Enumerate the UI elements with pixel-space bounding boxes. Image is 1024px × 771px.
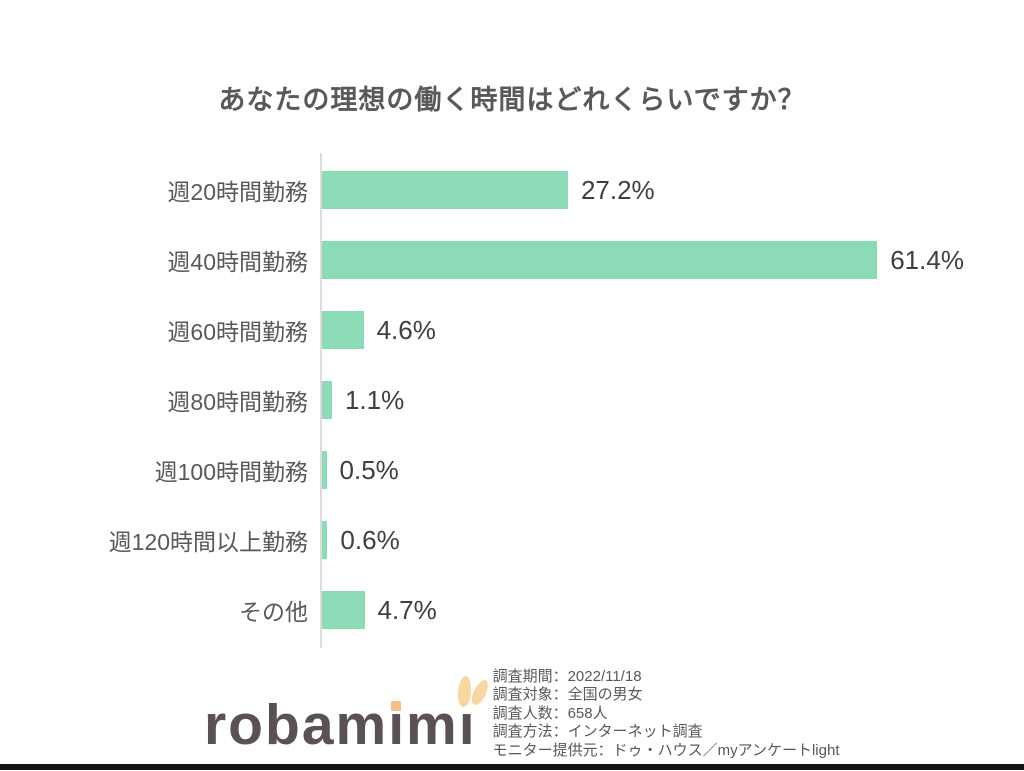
bar-area: 61.4% — [322, 241, 964, 279]
chart-row: 週60時間勤務 4.6% — [0, 295, 1024, 365]
chart-rows: 週20時間勤務 27.2% 週40時間勤務 61.4% 週60時間勤務 4.6% 週80時間… — [0, 155, 1024, 645]
category-label: その他 — [239, 599, 308, 625]
chart-row: 週80時間勤務 1.1% — [0, 365, 1024, 435]
robamimi-logo: robamımı — [204, 663, 477, 754]
logo-i-orange-dot-icon: ı — [388, 693, 407, 757]
category-label: 週100時間勤務 — [154, 459, 308, 485]
survey-info: 調査期間：2022/11/18 調査対象：全国の男女 調査人数：658人 調査方法：イ… — [493, 663, 840, 760]
chart-row: その他 4.7% — [0, 575, 1024, 645]
category-label: 週80時間勤務 — [167, 389, 308, 415]
bottom-border-line — [0, 764, 1024, 770]
bar-area: 0.5% — [322, 451, 955, 489]
logo-text-segment: m — [406, 693, 459, 757]
value-label: 1.1% — [344, 384, 405, 415]
bar-area: 0.6% — [322, 521, 955, 559]
survey-info-line: 調査方法：インターネット調査 — [492, 723, 703, 741]
value-label: 0.5% — [339, 454, 399, 485]
bar-area: 27.2% — [322, 171, 955, 209]
y-axis-line — [320, 153, 322, 648]
value-label: 4.7% — [377, 594, 437, 625]
bar — [322, 591, 365, 629]
category-label: 週20時間勤務 — [167, 179, 308, 205]
value-label: 0.6% — [340, 524, 400, 555]
category-label: 週60時間勤務 — [167, 319, 308, 345]
bar — [322, 171, 568, 209]
bar — [322, 451, 327, 489]
survey-info-line: モニター提供元：ドゥ・ハウス／myアンケートlight — [492, 741, 840, 759]
bar-area: 4.6% — [322, 311, 955, 349]
bar — [322, 381, 332, 419]
value-label: 61.4% — [890, 244, 964, 275]
chart-row: 週100時間勤務 0.5% — [0, 435, 1024, 505]
survey-info-line: 調査期間：2022/11/18 — [492, 668, 642, 685]
category-label: 週120時間以上勤務 — [108, 529, 308, 555]
chart-row: 週20時間勤務 27.2% — [0, 155, 1024, 225]
value-label: 4.6% — [376, 314, 436, 345]
logo-donkey-ears-icon: ı — [458, 693, 477, 757]
bar — [322, 241, 878, 279]
category-label: 週40時間勤務 — [167, 249, 308, 275]
bar-chart: 週20時間勤務 27.2% 週40時間勤務 61.4% 週60時間勤務 4.6% 週80時間… — [0, 153, 1024, 648]
logo-text-segment: robam — [204, 693, 389, 757]
chart-row: 週40時間勤務 61.4% — [0, 225, 1024, 295]
footer: robamımı 調査期間：2022/11/18 調査対象：全国の男女 調査人数：6… — [0, 663, 1024, 760]
bar-area: 1.1% — [322, 381, 955, 419]
survey-info-line: 調査対象：全国の男女 — [492, 686, 643, 704]
chart-row: 週120時間以上勤務 0.6% — [0, 505, 1024, 575]
bar-area: 4.7% — [322, 591, 955, 629]
chart-title: あなたの理想の働く時間はどれくらいですか？ — [218, 85, 806, 115]
value-label: 27.2% — [580, 174, 655, 205]
survey-info-line: 調査人数：658人 — [492, 704, 608, 722]
bar — [322, 311, 364, 349]
bar — [322, 521, 328, 559]
